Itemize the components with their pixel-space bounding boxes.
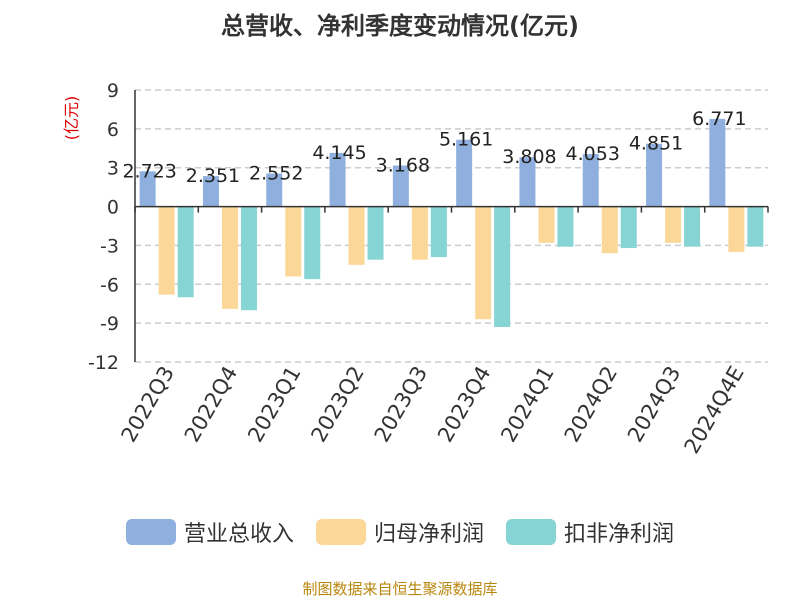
bar-parent-net-profit: [158, 206, 175, 295]
x-tick-label: 2024Q4E: [680, 362, 749, 458]
bar-parent-net-profit: [348, 206, 365, 265]
bars: [139, 118, 764, 328]
legend-swatch: [315, 519, 366, 545]
legend-swatch: [125, 519, 176, 545]
bar-parent-net-profit: [411, 206, 428, 260]
bar-parent-net-profit: [601, 206, 618, 254]
legend-label: 归母净利润: [373, 522, 484, 547]
data-labels: 2.723 2.351 2.552 4.145 3.168 5.161 3.808 4.053…: [122, 108, 746, 187]
data-label: 3.168: [376, 155, 430, 177]
legend-item[interactable]: 归母净利润: [315, 516, 484, 548]
data-label: 6.771: [692, 108, 746, 130]
legend-item[interactable]: 扣非净利润: [506, 516, 674, 548]
legend-label: 扣非净利润: [564, 522, 675, 547]
data-label: 5.161: [439, 129, 493, 151]
x-tick-label: 2023Q3: [370, 362, 432, 446]
bar-revenue: [456, 139, 473, 207]
x-tick-label: 2023Q2: [306, 362, 368, 446]
bar-revenue: [519, 157, 536, 207]
bar-deducted-net-profit: [557, 206, 574, 247]
bar-parent-net-profit: [728, 206, 745, 252]
bar-deducted-net-profit: [620, 206, 637, 249]
bar-revenue: [266, 173, 283, 207]
data-label: 4.053: [566, 143, 620, 165]
data-label: 4.145: [312, 142, 366, 164]
x-tick-label: 2023Q1: [243, 362, 305, 446]
x-tick-label: 2023Q4: [433, 362, 495, 446]
bar-revenue: [582, 154, 599, 207]
axes: [134, 90, 769, 362]
source-note: 制图数据来自恒生聚源数据库: [302, 580, 498, 598]
x-tick-label: 2024Q1: [496, 362, 558, 446]
bar-deducted-net-profit: [684, 206, 701, 247]
bar-revenue: [139, 171, 156, 207]
y-tick-label: 0: [107, 197, 119, 219]
y-tick-label: -6: [100, 274, 119, 296]
bar-revenue: [392, 165, 409, 207]
legend: 营业总收入 归母净利润 扣非净利润: [0, 516, 800, 548]
y-tick-label: 3: [107, 158, 119, 180]
bar-deducted-net-profit: [240, 206, 257, 311]
data-label: 2.351: [186, 165, 240, 187]
bar-deducted-net-profit: [177, 206, 194, 298]
bar-revenue: [709, 118, 726, 207]
legend-label: 营业总收入: [183, 522, 294, 547]
bar-deducted-net-profit: [367, 206, 384, 260]
bar-parent-net-profit: [285, 206, 302, 277]
y-axis-label: (亿元): [62, 96, 81, 141]
data-label: 4.851: [629, 133, 683, 155]
y-tick-label: -12: [88, 352, 119, 374]
bar-deducted-net-profit: [494, 206, 511, 328]
x-tick-labels: 2022Q3 2022Q4 2023Q1 2023Q2 2023Q3 2023Q4 2024…: [117, 362, 749, 458]
x-tick-label: 2022Q4: [180, 362, 242, 446]
y-tick-label: 6: [107, 119, 119, 141]
bar-parent-net-profit: [221, 206, 238, 309]
x-tick-label: 2022Q3: [117, 362, 179, 446]
y-tick-label: -9: [100, 313, 119, 335]
bar-deducted-net-profit: [430, 206, 447, 258]
bar-revenue: [329, 152, 346, 207]
legend-swatch: [506, 519, 556, 545]
y-tick-labels: 9 6 3 0 -3 -6 -9 -12: [88, 80, 119, 374]
bar-revenue: [202, 176, 219, 207]
data-label: 3.808: [502, 146, 556, 168]
bar-deducted-net-profit: [747, 206, 764, 247]
data-label: 2.723: [122, 160, 176, 182]
x-tick-label: 2024Q2: [560, 362, 622, 446]
bar-parent-net-profit: [538, 206, 555, 243]
grid-lines: [135, 89, 768, 363]
legend-item[interactable]: 营业总收入: [125, 516, 294, 548]
bar-parent-net-profit: [475, 206, 492, 320]
bar-parent-net-profit: [665, 206, 682, 243]
chart-title: 总营收、净利季度变动情况(亿元): [221, 12, 579, 40]
bar-deducted-net-profit: [304, 206, 321, 280]
x-tick-label: 2024Q3: [623, 362, 685, 446]
y-tick-label: 9: [107, 80, 119, 102]
data-label: 2.552: [249, 163, 303, 185]
bar-revenue: [646, 143, 663, 207]
y-tick-label: -3: [100, 235, 119, 257]
